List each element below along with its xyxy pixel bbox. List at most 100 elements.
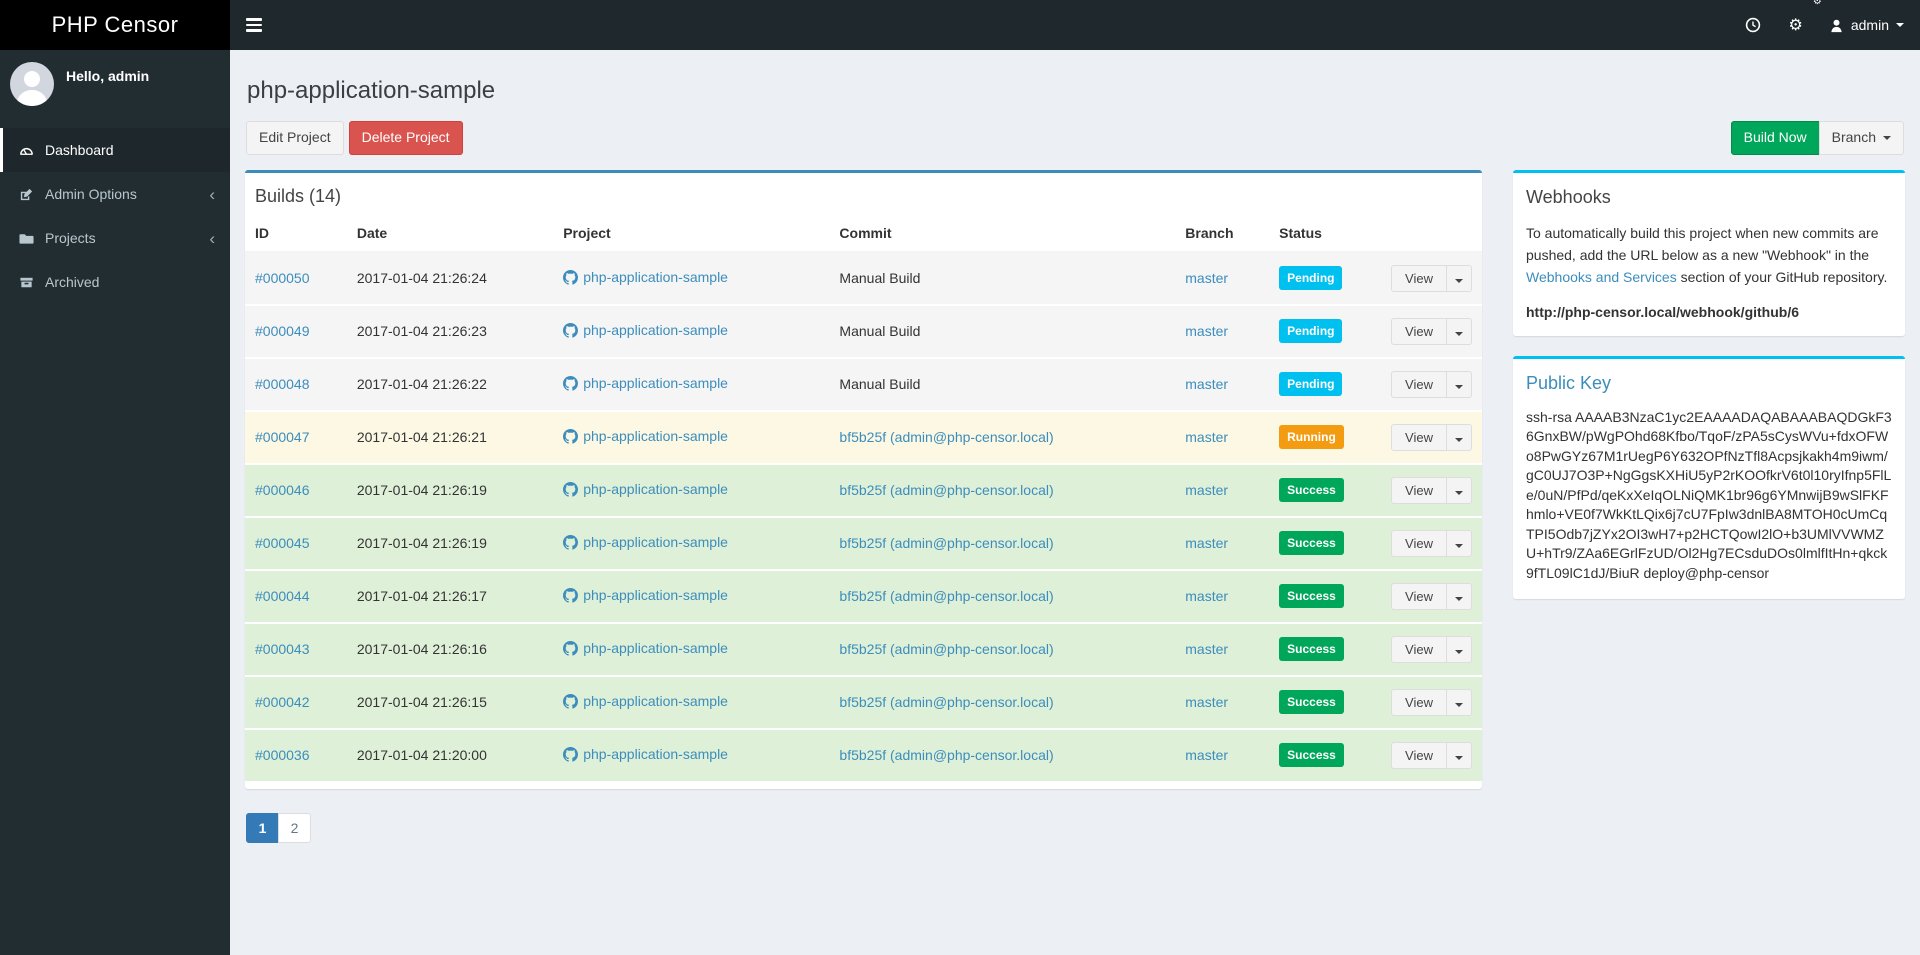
- branch-link[interactable]: master: [1185, 641, 1229, 658]
- col-header-status: Status: [1269, 216, 1382, 253]
- build-id-link[interactable]: #000047: [255, 429, 310, 446]
- user-icon: [1831, 19, 1842, 32]
- build-date: 2017-01-04 21:26:17: [346, 568, 554, 623]
- caret-down-icon: [1455, 490, 1463, 495]
- delete-project-button[interactable]: Delete Project: [348, 121, 463, 155]
- view-dropdown-button[interactable]: [1446, 688, 1472, 716]
- col-header-branch: Branch: [1175, 216, 1270, 253]
- webhooks-services-link[interactable]: Webhooks and Services: [1526, 268, 1677, 285]
- table-row: #000050 2017-01-04 21:26:24 php-applicatio…: [245, 250, 1482, 305]
- view-button[interactable]: View: [1391, 582, 1447, 610]
- build-id-link[interactable]: #000045: [255, 535, 310, 552]
- view-button[interactable]: View: [1391, 317, 1447, 345]
- view-dropdown-button[interactable]: [1446, 264, 1472, 292]
- view-button[interactable]: View: [1391, 529, 1447, 557]
- avatar: [10, 62, 54, 106]
- webhooks-title: Webhooks: [1526, 186, 1611, 207]
- navbar-right: ⚙ ⚙ admin: [1731, 0, 1920, 50]
- project-link[interactable]: php-application-sample: [563, 268, 728, 286]
- build-date: 2017-01-04 21:26:24: [346, 250, 554, 305]
- view-dropdown-button[interactable]: [1446, 582, 1472, 610]
- build-id-link[interactable]: #000042: [255, 694, 310, 711]
- build-id-link[interactable]: #000043: [255, 641, 310, 658]
- build-now-button[interactable]: Build Now: [1730, 121, 1820, 155]
- edit-project-button[interactable]: Edit Project: [246, 121, 344, 155]
- view-dropdown-button[interactable]: [1446, 317, 1472, 345]
- view-button[interactable]: View: [1391, 264, 1447, 292]
- project-link[interactable]: php-application-sample: [563, 533, 728, 551]
- caret-down-icon: [1883, 135, 1891, 140]
- build-id-link[interactable]: #000048: [255, 376, 310, 393]
- branch-link[interactable]: master: [1185, 535, 1229, 552]
- view-dropdown-button[interactable]: [1446, 370, 1472, 398]
- app-logo[interactable]: PHP Censor: [0, 0, 230, 50]
- commit-link[interactable]: bf5b25f (admin@php-censor.local): [839, 694, 1054, 711]
- branch-link[interactable]: master: [1185, 588, 1229, 605]
- commit-link[interactable]: bf5b25f (admin@php-censor.local): [839, 482, 1054, 499]
- project-link[interactable]: php-application-sample: [563, 745, 728, 763]
- commit-link[interactable]: bf5b25f (admin@php-censor.local): [839, 535, 1054, 552]
- view-button[interactable]: View: [1391, 476, 1447, 504]
- branch-link[interactable]: master: [1185, 482, 1229, 499]
- commit-link[interactable]: bf5b25f (admin@php-censor.local): [839, 429, 1054, 446]
- table-header-row: ID Date Project Commit Branch Status: [245, 216, 1482, 253]
- branch-link[interactable]: master: [1185, 694, 1229, 711]
- folder-icon: [15, 231, 37, 246]
- view-dropdown-button[interactable]: [1446, 529, 1472, 557]
- commit-link[interactable]: bf5b25f (admin@php-censor.local): [839, 641, 1054, 658]
- github-icon: [563, 375, 579, 391]
- project-link[interactable]: php-application-sample: [563, 374, 728, 392]
- caret-down-icon: [1455, 331, 1463, 336]
- build-id-link[interactable]: #000049: [255, 323, 310, 340]
- branch-dropdown-button[interactable]: Branch: [1818, 121, 1904, 155]
- user-menu[interactable]: admin: [1817, 17, 1906, 33]
- sidebar-item-archived[interactable]: Archived: [0, 260, 230, 304]
- user-greeting: Hello, admin: [66, 68, 150, 84]
- view-button[interactable]: View: [1391, 688, 1447, 716]
- project-link[interactable]: php-application-sample: [563, 427, 728, 445]
- settings-gears-icon[interactable]: ⚙ ⚙: [1788, 0, 1822, 34]
- project-link[interactable]: php-application-sample: [563, 480, 728, 498]
- view-button[interactable]: View: [1391, 635, 1447, 663]
- username-label: admin: [1850, 17, 1889, 33]
- caret-down-icon: [1455, 437, 1463, 442]
- branch-link[interactable]: master: [1185, 376, 1229, 393]
- user-panel: Hello, admin: [0, 50, 230, 120]
- commit-link[interactable]: bf5b25f (admin@php-censor.local): [839, 588, 1054, 605]
- view-button[interactable]: View: [1391, 370, 1447, 398]
- build-date: 2017-01-04 21:26:21: [346, 409, 554, 464]
- branch-link[interactable]: master: [1185, 747, 1229, 764]
- build-date: 2017-01-04 21:26:19: [346, 462, 554, 517]
- view-dropdown-button[interactable]: [1446, 476, 1472, 504]
- build-id-link[interactable]: #000036: [255, 747, 310, 764]
- status-badge: Running: [1279, 425, 1344, 450]
- project-link[interactable]: php-application-sample: [563, 639, 728, 657]
- view-dropdown-button[interactable]: [1446, 423, 1472, 451]
- build-id-link[interactable]: #000044: [255, 588, 310, 605]
- project-link[interactable]: php-application-sample: [563, 586, 728, 604]
- view-button[interactable]: View: [1391, 741, 1447, 769]
- commit-link[interactable]: bf5b25f (admin@php-censor.local): [839, 747, 1054, 764]
- branch-link[interactable]: master: [1185, 429, 1229, 446]
- project-link[interactable]: php-application-sample: [563, 321, 728, 339]
- build-id-link[interactable]: #000050: [255, 270, 310, 287]
- build-id-link[interactable]: #000046: [255, 482, 310, 499]
- view-button[interactable]: View: [1391, 423, 1447, 451]
- project-link[interactable]: php-application-sample: [563, 692, 728, 710]
- sidebar-item-dashboard[interactable]: Dashboard: [0, 128, 230, 172]
- github-icon: [563, 640, 579, 656]
- view-dropdown-button[interactable]: [1446, 741, 1472, 769]
- branch-link[interactable]: master: [1185, 270, 1229, 287]
- timeline-clock-icon[interactable]: [1731, 0, 1775, 50]
- pagination-page-1[interactable]: 1: [246, 812, 279, 843]
- pagination-page-2[interactable]: 2: [278, 812, 311, 843]
- view-dropdown-button[interactable]: [1446, 635, 1472, 663]
- builds-box-title: Builds (14): [255, 185, 342, 206]
- sidebar-toggle-button[interactable]: [230, 0, 278, 50]
- sidebar-item-admin-options[interactable]: Admin Options ‹: [0, 172, 230, 216]
- col-header-actions: [1381, 216, 1482, 253]
- status-badge: Success: [1279, 743, 1344, 768]
- sidebar-item-projects[interactable]: Projects ‹: [0, 216, 230, 260]
- branch-link[interactable]: master: [1185, 323, 1229, 340]
